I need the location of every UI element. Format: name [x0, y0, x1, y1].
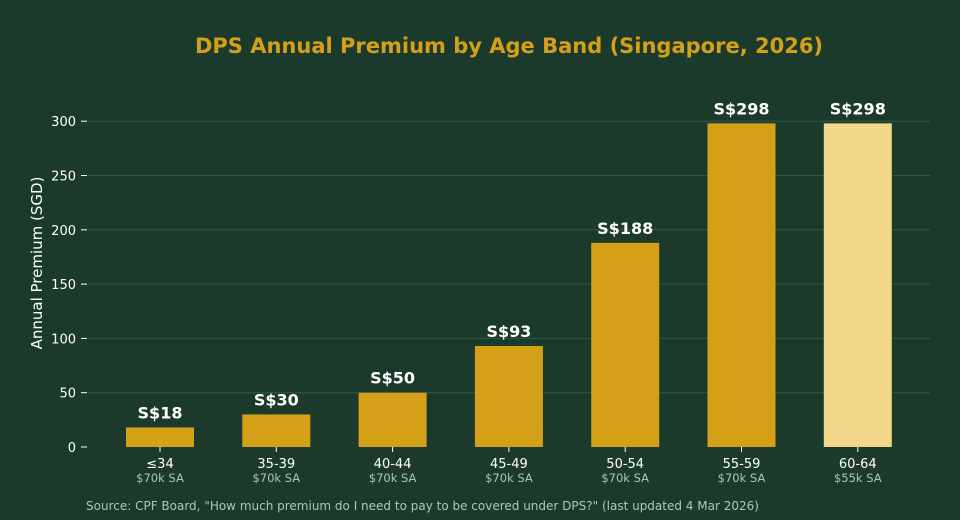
source-note: Source: CPF Board, "How much premium do …: [86, 499, 759, 513]
bar: [358, 392, 427, 447]
x-tick-label: 50-54: [606, 457, 644, 472]
x-tick-sublabel: $55k SA: [834, 471, 882, 485]
bar-value-label: S$188: [597, 219, 653, 238]
y-tick-label: 150: [51, 278, 76, 293]
bar: [707, 123, 776, 447]
bar: [823, 123, 892, 447]
bar: [126, 427, 194, 447]
x-tick-label: 45-49: [490, 457, 528, 472]
bar-value-label: S$93: [486, 322, 531, 341]
x-tick-label: 40-44: [374, 457, 412, 472]
y-axis: 0 50 100 150 200 250 300: [51, 115, 87, 456]
x-tick-sublabel: $70k SA: [136, 471, 184, 485]
bar-value-label: S$30: [254, 390, 299, 409]
x-tick-label: 35-39: [257, 457, 295, 472]
y-tick-label: 250: [51, 170, 76, 185]
bar: [474, 346, 543, 447]
x-tick-sublabel: $70k SA: [601, 471, 649, 485]
bar: [242, 414, 311, 447]
grid-layer: [88, 120, 930, 394]
y-tick-label: 0: [68, 441, 76, 456]
bar-value-label: S$50: [370, 369, 415, 388]
bar-value-label: S$298: [830, 99, 886, 118]
bar: [591, 242, 660, 447]
x-tick-sublabel: $70k SA: [718, 471, 766, 485]
x-tick-sublabel: $70k SA: [369, 471, 417, 485]
bars-layer: S$18 S$30 S$50 S$93 S$188 S$298 S$298: [126, 99, 892, 447]
chart-title: DPS Annual Premium by Age Band (Singapor…: [195, 34, 823, 58]
x-tick-sublabel: $70k SA: [252, 471, 300, 485]
x-tick-label: ≤34: [146, 457, 173, 472]
x-tick-label: 55-59: [723, 457, 761, 472]
bar-value-label: S$298: [713, 99, 769, 118]
y-axis-label: Annual Premium (SGD): [28, 177, 46, 350]
bar-value-label: S$18: [138, 403, 183, 422]
x-tick-sublabel: $70k SA: [485, 471, 533, 485]
y-tick-label: 300: [51, 115, 76, 130]
y-tick-label: 200: [51, 224, 76, 239]
y-tick-label: 50: [59, 387, 76, 402]
x-tick-label: 60-64: [839, 457, 877, 472]
y-tick-label: 100: [51, 332, 76, 347]
